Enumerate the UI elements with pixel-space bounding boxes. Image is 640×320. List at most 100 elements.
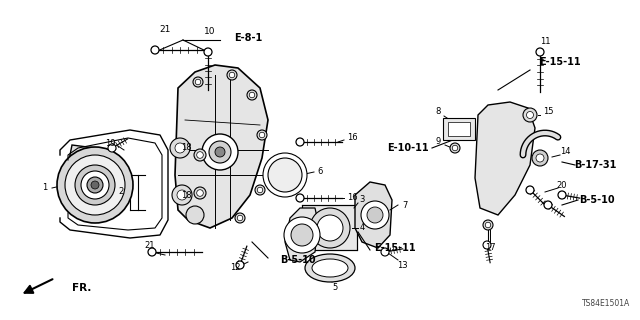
Text: 7: 7	[403, 201, 408, 210]
Circle shape	[523, 108, 537, 122]
Circle shape	[536, 48, 544, 56]
Circle shape	[296, 138, 304, 146]
Text: 8: 8	[435, 108, 441, 116]
Text: TS84E1501A: TS84E1501A	[582, 299, 630, 308]
Circle shape	[196, 152, 204, 158]
Circle shape	[544, 201, 552, 209]
Text: 11: 11	[540, 37, 550, 46]
Polygon shape	[68, 145, 120, 222]
Polygon shape	[355, 182, 392, 248]
Circle shape	[235, 213, 245, 223]
Text: 21: 21	[145, 242, 156, 251]
Text: 6: 6	[317, 167, 323, 177]
Circle shape	[57, 147, 133, 223]
Text: 16: 16	[347, 133, 357, 142]
Text: 4: 4	[360, 223, 365, 233]
Circle shape	[310, 208, 350, 248]
Circle shape	[257, 130, 267, 140]
Text: 13: 13	[397, 260, 407, 269]
Circle shape	[317, 215, 343, 241]
Ellipse shape	[312, 259, 348, 277]
Circle shape	[450, 143, 460, 153]
Circle shape	[177, 190, 187, 200]
Circle shape	[209, 141, 231, 163]
Circle shape	[81, 171, 109, 199]
Text: E-10-11: E-10-11	[387, 143, 429, 153]
Text: 10: 10	[204, 28, 216, 36]
Circle shape	[296, 194, 304, 202]
Polygon shape	[475, 102, 535, 215]
Text: FR.: FR.	[72, 283, 92, 293]
Bar	[443, 118, 475, 140]
Circle shape	[527, 111, 534, 118]
Circle shape	[263, 153, 307, 197]
Circle shape	[87, 177, 103, 193]
Text: 3: 3	[359, 196, 365, 204]
Circle shape	[236, 261, 244, 269]
Text: 5: 5	[332, 284, 338, 292]
Text: 16: 16	[347, 194, 357, 203]
Circle shape	[526, 186, 534, 194]
Circle shape	[381, 248, 389, 256]
Circle shape	[148, 248, 156, 256]
Text: B-17-31: B-17-31	[574, 160, 616, 170]
Text: E-8-1: E-8-1	[234, 33, 262, 43]
Circle shape	[536, 154, 544, 162]
Bar	[448, 122, 470, 136]
Circle shape	[483, 220, 493, 230]
Text: 9: 9	[435, 138, 440, 147]
Circle shape	[175, 143, 185, 153]
Circle shape	[204, 48, 212, 56]
Circle shape	[229, 72, 235, 78]
Text: E-15-11: E-15-11	[374, 243, 416, 253]
Circle shape	[367, 207, 383, 223]
Circle shape	[215, 147, 225, 157]
Polygon shape	[175, 65, 268, 228]
Circle shape	[268, 158, 302, 192]
Circle shape	[195, 79, 201, 85]
Circle shape	[194, 187, 206, 199]
Circle shape	[194, 149, 206, 161]
Circle shape	[259, 132, 265, 138]
Circle shape	[170, 138, 190, 158]
Circle shape	[532, 150, 548, 166]
Circle shape	[202, 134, 238, 170]
Text: 18: 18	[180, 143, 191, 153]
Circle shape	[91, 181, 99, 189]
Circle shape	[75, 165, 115, 205]
Text: 14: 14	[560, 148, 570, 156]
Circle shape	[284, 217, 320, 253]
Circle shape	[485, 222, 491, 228]
Circle shape	[172, 185, 192, 205]
Text: B-5-10: B-5-10	[280, 255, 316, 265]
Ellipse shape	[305, 254, 355, 282]
Text: 21: 21	[159, 26, 171, 35]
Circle shape	[227, 70, 237, 80]
Circle shape	[65, 155, 125, 215]
Text: 18: 18	[180, 190, 191, 199]
Text: 12: 12	[230, 263, 240, 273]
Circle shape	[257, 187, 263, 193]
Text: E-15-11: E-15-11	[539, 57, 581, 67]
Circle shape	[193, 77, 203, 87]
Circle shape	[361, 201, 389, 229]
Circle shape	[247, 90, 257, 100]
Circle shape	[452, 145, 458, 151]
Circle shape	[151, 46, 159, 54]
Circle shape	[249, 92, 255, 98]
Circle shape	[186, 206, 204, 224]
Text: B-5-10: B-5-10	[579, 195, 615, 205]
Circle shape	[558, 191, 566, 199]
Circle shape	[237, 215, 243, 221]
Polygon shape	[285, 208, 318, 262]
Text: 15: 15	[543, 108, 553, 116]
Circle shape	[291, 224, 313, 246]
Circle shape	[108, 144, 116, 152]
Text: 20: 20	[557, 180, 567, 189]
Bar	[302, 205, 357, 250]
Circle shape	[196, 190, 204, 196]
Text: 19: 19	[105, 139, 115, 148]
Text: 17: 17	[484, 244, 495, 252]
Circle shape	[255, 185, 265, 195]
Text: 2: 2	[119, 188, 124, 196]
